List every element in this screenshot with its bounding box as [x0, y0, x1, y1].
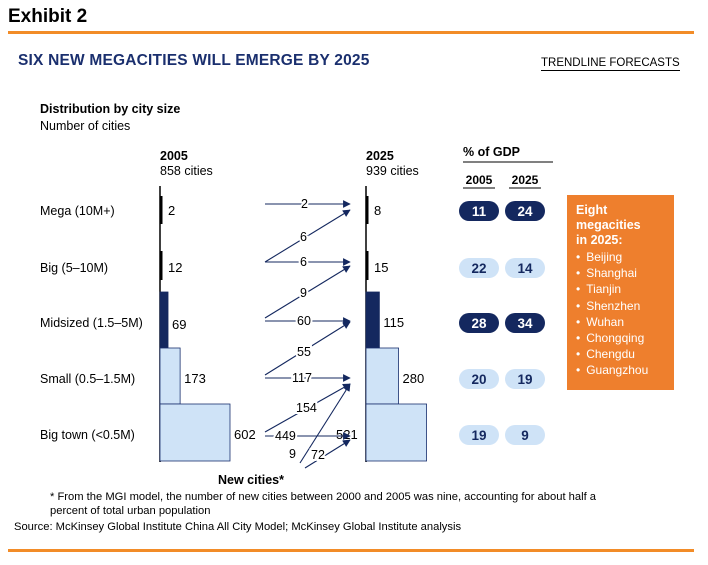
- gdp-pill: [459, 201, 499, 221]
- megacity-item: Shenzhen: [576, 298, 668, 314]
- megacity-list: Beijing Shanghai Tianjin Shenzhen Wuhan …: [576, 249, 668, 379]
- megacity-item: Tianjin: [576, 281, 668, 297]
- flow-value-label: 117: [292, 371, 312, 385]
- category-label: Big town (<0.5M): [40, 428, 135, 442]
- flow-arrow: [304, 439, 351, 469]
- gdp-pill: [505, 425, 545, 445]
- category-label: Big (5–10M): [40, 261, 108, 275]
- bar: [366, 196, 369, 224]
- bar-value-label: 15: [374, 260, 388, 275]
- gdp-value: 19: [517, 372, 532, 387]
- megacities-callout: Eight megacities in 2025: Beijing Shangh…: [567, 195, 674, 390]
- category-label: Midsized (1.5–5M): [40, 316, 143, 330]
- category-label: Mega (10M+): [40, 204, 115, 218]
- flow-value-label: 72: [311, 448, 325, 462]
- flow-arrow: [264, 321, 351, 376]
- footnote: * From the MGI model, the number of new …: [50, 491, 597, 517]
- bar: [365, 291, 380, 349]
- flow-value-label: 55: [297, 345, 311, 359]
- chart-subtitle: Distribution by city size: [40, 102, 181, 116]
- gdp-pill: [505, 201, 545, 221]
- bar: [159, 403, 231, 462]
- flow-value-label: 9: [289, 447, 296, 461]
- gdp-value: 22: [471, 261, 486, 276]
- gdp-value: 9: [521, 428, 529, 443]
- flow-value-label: 6: [300, 255, 307, 269]
- gdp-year-header: 2025: [512, 173, 539, 187]
- gdp-value: 24: [517, 204, 533, 219]
- gdp-value: 14: [517, 261, 533, 276]
- gdp-value: 19: [471, 428, 486, 443]
- trendline-tag: TRENDLINE FORECASTS: [541, 57, 680, 71]
- chart-unit: Number of cities: [40, 119, 131, 133]
- flow-arrow: [264, 209, 351, 263]
- gdp-value: 11: [472, 204, 487, 219]
- bar: [160, 251, 163, 280]
- gdp-pill: [505, 369, 545, 389]
- bar: [365, 403, 427, 462]
- flow-value-label: 449: [275, 429, 296, 443]
- gdp-pill: [505, 258, 545, 278]
- bar-value-label: 12: [168, 260, 182, 275]
- callout-title: Eight megacities in 2025:: [576, 203, 641, 247]
- gdp-value: 34: [517, 316, 533, 331]
- bar-value-label: 521: [336, 427, 358, 442]
- flow-value-label: 9: [300, 286, 307, 300]
- megacity-item: Chongqing: [576, 330, 668, 346]
- source-note: Source: McKinsey Global Institute China …: [14, 521, 462, 533]
- city-count: 858 cities: [160, 164, 213, 178]
- bar: [159, 291, 169, 349]
- top-rule: [8, 31, 694, 34]
- bottom-rule: [8, 549, 694, 552]
- bar-value-label: 173: [184, 371, 206, 386]
- exhibit-label: Exhibit 2: [8, 6, 88, 27]
- year-header: 2025: [366, 149, 394, 163]
- megacity-item: Beijing: [576, 249, 668, 265]
- bar-value-label: 115: [383, 315, 404, 330]
- bar: [159, 347, 181, 405]
- bar-value-label: 69: [172, 317, 186, 332]
- flow-arrow: [264, 265, 351, 319]
- megacity-item: Wuhan: [576, 314, 668, 330]
- bar-value-label: 602: [234, 427, 256, 442]
- flow-arrow: [299, 383, 351, 464]
- bar-value-label: 280: [403, 371, 425, 386]
- megacity-item: Shanghai: [576, 265, 668, 281]
- gdp-value: 28: [471, 316, 487, 331]
- gdp-pill: [459, 258, 499, 278]
- category-label: Small (0.5–1.5M): [40, 372, 135, 386]
- gdp-value: 20: [471, 372, 486, 387]
- flow-value-label: 154: [296, 401, 317, 415]
- bar: [366, 251, 369, 280]
- city-count: 939 cities: [366, 164, 419, 178]
- gdp-pill: [505, 313, 545, 333]
- new-cities-label: New cities*: [218, 473, 285, 487]
- page-title: SIX NEW MEGACITIES WILL EMERGE BY 2025: [18, 52, 370, 69]
- flow-arrow: [264, 383, 351, 433]
- flow-value-label: 6: [300, 230, 307, 244]
- megacity-item: Chengdu: [576, 346, 668, 362]
- bar-value-label: 2: [168, 203, 175, 218]
- bar-value-label: 8: [374, 203, 381, 218]
- bar: [365, 347, 399, 405]
- flow-value-label: 2: [301, 197, 308, 211]
- flow-value-label: 60: [297, 314, 311, 328]
- gdp-pill: [459, 425, 499, 445]
- megacity-item: Guangzhou: [576, 362, 668, 378]
- gdp-year-header: 2005: [466, 173, 493, 187]
- gdp-pill: [459, 313, 499, 333]
- gdp-header: % of GDP: [463, 145, 520, 159]
- year-header: 2005: [160, 149, 188, 163]
- bar: [160, 196, 163, 224]
- gdp-pill: [459, 369, 499, 389]
